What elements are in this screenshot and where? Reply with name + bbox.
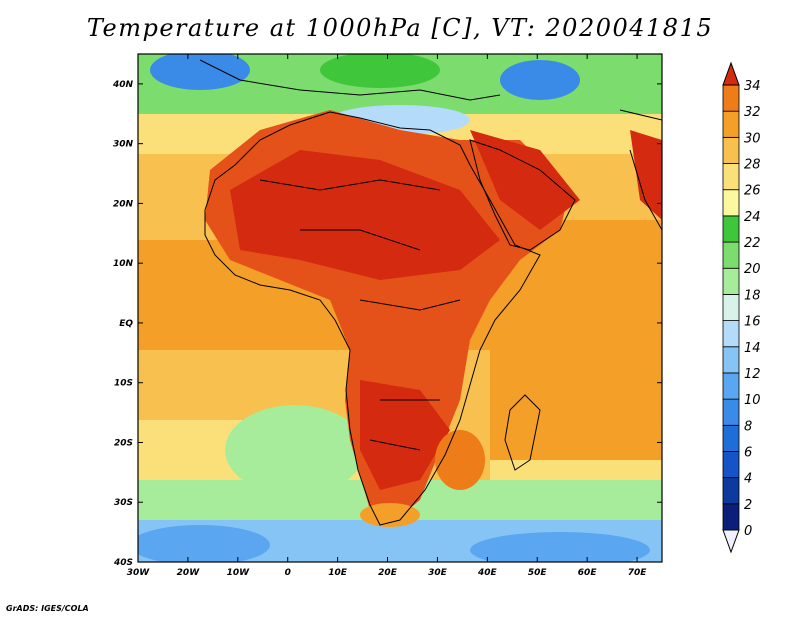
india-coastline	[619, 109, 662, 231]
colorbar-swatch	[722, 424, 740, 452]
southern-africa-hot-zone	[360, 380, 450, 490]
longitude-axis: 30W 20W 10W 0 10E 20E 30E 40E 50E 60E 70E	[127, 54, 647, 578]
europe-coastline	[199, 59, 501, 101]
lat-tick-label: EQ	[119, 319, 133, 329]
colorbar-tick-label: 24	[744, 210, 761, 225]
colorbar-swatch	[722, 215, 740, 243]
colorbar-swatch	[722, 267, 740, 295]
lat-tick-label: 40S	[113, 558, 133, 568]
lon-tick-label: 30E	[428, 568, 448, 578]
arabia-coastline	[469, 139, 576, 251]
colorbar-tick-label: 20	[744, 262, 761, 277]
lon-tick-label: 70E	[628, 568, 648, 578]
colorbar-tick-label: 0	[744, 524, 752, 539]
colorbar-tick-label: 16	[744, 315, 761, 330]
lat-tick-label: 30N	[113, 140, 134, 150]
colorbar-tick-label: 10	[744, 393, 761, 408]
latitude-axis: 40N 30N 20N 10N EQ 10S 20S 30S 40S	[112, 80, 662, 568]
lon-tick-label: 50E	[528, 568, 548, 578]
sahel-hottest-zone	[230, 150, 500, 280]
plot-frame	[137, 53, 663, 563]
coastlines	[199, 59, 662, 526]
india-hot-zone	[630, 130, 662, 220]
colorbar-tick-label: 32	[744, 105, 761, 120]
colorbar-swatch	[722, 189, 740, 217]
lat-tick-label: 20N	[113, 199, 134, 209]
arabia-hot-zone	[470, 130, 580, 230]
colorbar-swatch	[722, 503, 740, 531]
lat-tick-label: 10S	[114, 379, 133, 389]
lon-tick-label: 20W	[177, 568, 201, 578]
caspian-cold	[500, 60, 580, 100]
colorbar-swatch	[722, 163, 740, 191]
colorbar-max-triangle	[722, 61, 740, 86]
madagascar-coastline	[504, 394, 541, 471]
lat-tick-label: 30S	[114, 498, 133, 508]
colorbar-tick-label: 34	[744, 79, 761, 94]
temperature-field	[138, 54, 662, 562]
colorbar-tick-label: 22	[744, 236, 761, 251]
lon-tick-label: 30W	[127, 568, 151, 578]
lat-tick-label: 20S	[114, 438, 133, 448]
far-south-cold	[138, 525, 270, 562]
colorbar-swatch	[722, 241, 740, 269]
colorbar-tick-label: 18	[744, 288, 761, 303]
country-borders	[259, 179, 461, 451]
iberia-cold	[150, 54, 250, 90]
colorbar-swatch	[722, 294, 740, 321]
colorbar-swatch	[722, 372, 740, 400]
lon-tick-label: 20E	[378, 568, 398, 578]
cape-warm	[360, 503, 420, 527]
colorbar-tick-label: 28	[744, 158, 761, 173]
colorbar-swatch	[722, 84, 740, 112]
colorbar-tick-label: 8	[744, 419, 752, 434]
colorbar-tick-label: 4	[744, 472, 752, 487]
colorbar-tick-label: 14	[744, 341, 761, 356]
colorbar-swatch	[722, 451, 740, 479]
colorbar-swatch	[722, 477, 740, 505]
far-south-cold-east	[470, 532, 650, 562]
lon-tick-label: 60E	[578, 568, 598, 578]
lat-tick-label: 10N	[113, 259, 134, 269]
africa-coastline	[204, 111, 541, 526]
lon-tick-label: 0	[285, 568, 291, 578]
benguela-cool-region	[225, 405, 365, 495]
south-atlantic-band-1	[138, 350, 378, 420]
colorbar-swatch	[722, 398, 740, 426]
colorbar-tick-label: 12	[744, 367, 761, 382]
lon-tick-label: 10W	[227, 568, 251, 578]
map-title: Temperature at 1000hPa [C], VT: 20200418…	[86, 14, 714, 42]
colorbar-tick-label: 2	[744, 498, 752, 513]
lat-tick-label: 40N	[112, 80, 134, 90]
lon-tick-label: 10E	[328, 568, 348, 578]
colorbar-tick-label: 26	[744, 184, 761, 199]
colorbar-swatch	[722, 110, 740, 138]
colorbar-min-triangle	[722, 529, 740, 554]
colorbar-tick-label: 30	[744, 131, 761, 146]
colorbar-swatch	[722, 346, 740, 374]
colorbar-swatch	[722, 136, 740, 164]
grads-credit: GrADS: IGES/COLA	[6, 604, 89, 613]
europe-cool	[320, 54, 440, 88]
colorbar-swatch	[722, 320, 740, 348]
mozambique-warm	[435, 430, 485, 490]
lon-tick-label: 40E	[477, 568, 498, 578]
colorbar-tick-label: 6	[744, 445, 752, 460]
